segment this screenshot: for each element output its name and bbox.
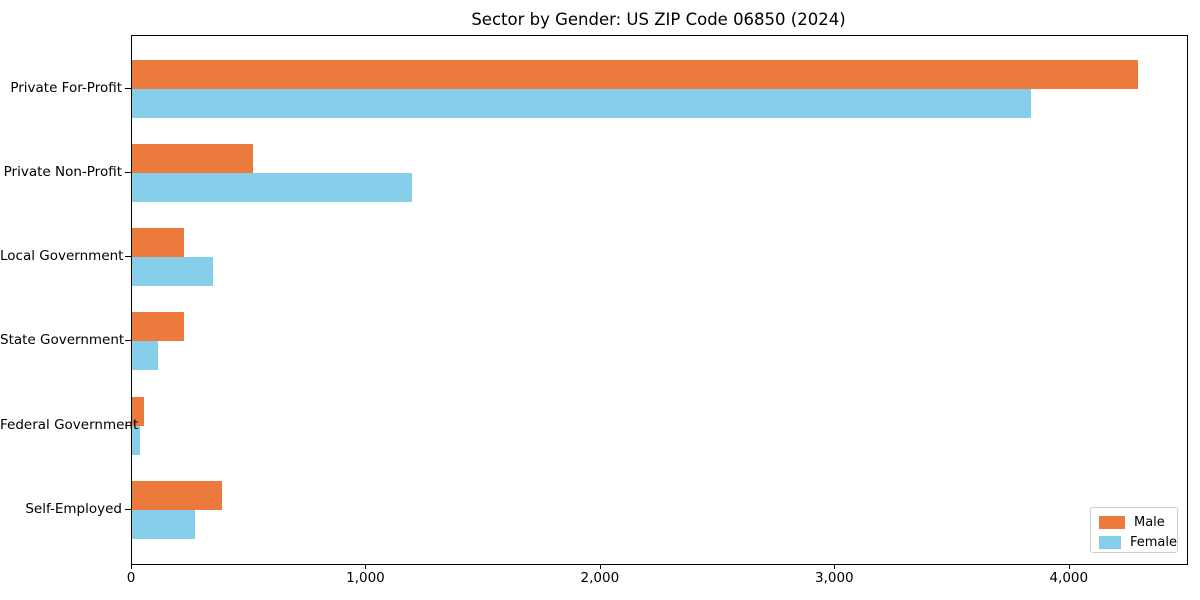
legend-swatch-male	[1099, 515, 1125, 529]
y-tick-mark	[125, 340, 131, 342]
y-tick-label-federal-government: Federal Government	[0, 416, 139, 433]
y-tick-mark	[125, 424, 131, 426]
x-tick-mark	[834, 564, 836, 569]
bar-female-private-for-profit	[132, 88, 1032, 118]
y-tick-label-state-government: State Government	[0, 332, 125, 349]
y-tick-label-private-non-profit: Private Non-Profit	[3, 163, 122, 180]
x-tick-label-1-000: 1,000	[346, 570, 385, 586]
x-tick-label-3-000: 3,000	[815, 570, 854, 586]
x-tick-mark	[365, 564, 367, 569]
plot-area	[131, 35, 1188, 565]
bar-female-private-non-profit	[132, 172, 413, 202]
legend-label-male: Male	[1134, 514, 1165, 530]
bar-female-state-government	[132, 341, 158, 371]
y-tick-label-self-employed: Self-Employed	[25, 501, 122, 517]
bar-male-self-employed	[132, 481, 223, 510]
bar-female-local-government	[132, 257, 213, 287]
x-tick-mark	[131, 564, 132, 569]
chart-title: Sector by Gender: US ZIP Code 06850 (202…	[471, 10, 846, 29]
x-tick-mark	[1068, 564, 1070, 569]
y-tick-mark	[125, 509, 131, 510]
bar-male-state-government	[132, 312, 184, 342]
legend-swatch-female	[1099, 535, 1121, 549]
y-tick-mark	[125, 171, 131, 173]
bar-male-private-non-profit	[132, 143, 253, 173]
x-tick-label-4-000: 4,000	[1049, 570, 1089, 586]
bar-female-federal-government	[132, 425, 141, 455]
legend-label-female: Female	[1129, 534, 1177, 550]
x-tick-label-2-000: 2,000	[580, 570, 620, 586]
bar-male-private-for-profit	[132, 59, 1138, 89]
y-tick-label-local-government: Local Government	[0, 248, 124, 265]
bar-male-federal-government	[132, 396, 144, 426]
y-tick-mark	[125, 87, 131, 89]
y-tick-label-private-for-profit: Private For-Profit	[10, 79, 122, 96]
x-tick-mark	[599, 564, 601, 569]
legend: Male Female	[1090, 507, 1178, 553]
x-tick-label-0: 0	[126, 570, 136, 586]
legend-entry-male: Male	[1091, 512, 1177, 532]
y-tick-mark	[125, 256, 131, 258]
bar-male-local-government	[132, 228, 184, 258]
bar-female-self-employed	[132, 510, 196, 539]
legend-entry-female: Female	[1091, 532, 1177, 552]
